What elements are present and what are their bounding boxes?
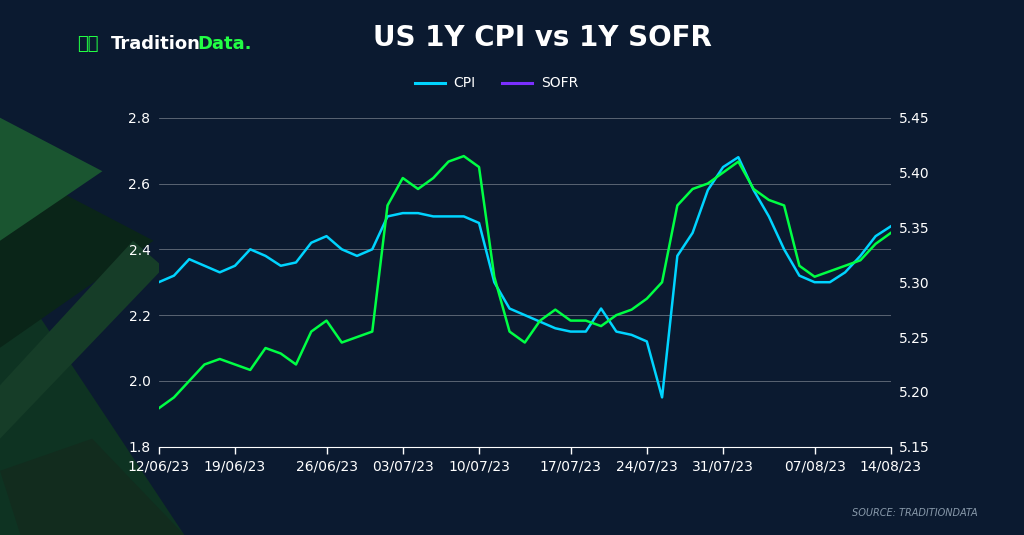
Text: ⧖⧖: ⧖⧖	[77, 35, 98, 53]
Polygon shape	[0, 118, 102, 241]
Polygon shape	[0, 257, 184, 535]
Text: SOFR: SOFR	[541, 76, 578, 90]
Text: Data.: Data.	[198, 35, 252, 53]
Polygon shape	[0, 160, 154, 348]
Polygon shape	[0, 241, 164, 439]
Polygon shape	[0, 439, 184, 535]
Text: US 1Y CPI vs 1Y SOFR: US 1Y CPI vs 1Y SOFR	[374, 24, 712, 52]
Text: CPI: CPI	[454, 76, 476, 90]
Text: Tradition: Tradition	[111, 35, 201, 53]
Text: SOURCE: TRADITIONDATA: SOURCE: TRADITIONDATA	[852, 508, 978, 518]
